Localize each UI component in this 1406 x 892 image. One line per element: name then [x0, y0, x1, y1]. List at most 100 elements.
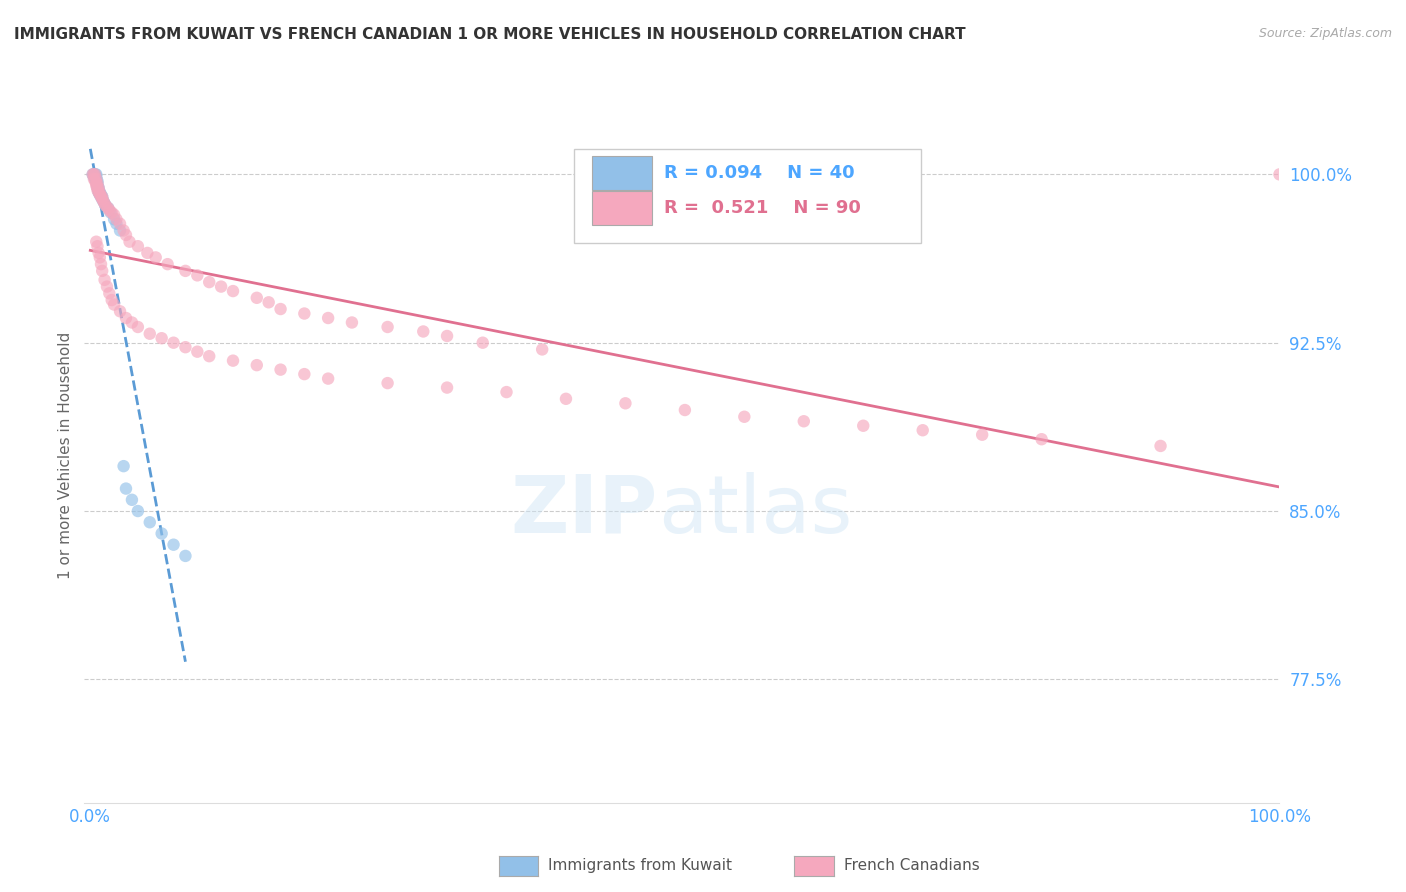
Point — [139, 326, 162, 341]
Point — [90, 190, 112, 204]
Point — [86, 181, 108, 195]
Point — [89, 187, 111, 202]
Point — [105, 217, 128, 231]
Point — [84, 167, 107, 181]
Point — [377, 320, 399, 334]
Point — [83, 167, 105, 181]
Point — [84, 178, 107, 193]
Text: R =  0.521    N = 90: R = 0.521 N = 90 — [664, 199, 860, 217]
Point — [198, 349, 221, 363]
Point — [86, 177, 108, 191]
Point — [82, 167, 104, 181]
Point — [257, 295, 280, 310]
Point — [83, 172, 105, 186]
Point — [972, 427, 994, 442]
Point — [86, 239, 108, 253]
Point — [673, 403, 696, 417]
Point — [139, 515, 162, 529]
Point — [127, 239, 149, 253]
Point — [162, 335, 184, 350]
Point — [98, 203, 121, 218]
Point — [156, 257, 179, 271]
Point — [87, 183, 110, 197]
Point — [1031, 432, 1053, 446]
Point — [162, 538, 184, 552]
Point — [84, 172, 107, 186]
Point — [90, 190, 112, 204]
Point — [1149, 439, 1171, 453]
Point — [186, 268, 208, 283]
Point — [292, 367, 315, 381]
Point — [86, 177, 108, 191]
Point — [84, 167, 107, 181]
Point — [89, 187, 111, 202]
Point — [93, 194, 115, 209]
Point — [90, 187, 112, 202]
Point — [93, 273, 115, 287]
Point — [96, 279, 118, 293]
Point — [105, 212, 128, 227]
Point — [127, 504, 149, 518]
Point — [614, 396, 637, 410]
Point — [292, 306, 315, 320]
Point — [84, 172, 107, 186]
Point — [316, 371, 339, 385]
Point — [112, 459, 135, 474]
Point — [89, 186, 111, 200]
Point — [93, 196, 115, 211]
Point — [91, 264, 114, 278]
FancyBboxPatch shape — [592, 191, 652, 225]
Point — [98, 286, 121, 301]
Point — [84, 167, 107, 181]
Point — [90, 257, 112, 271]
Point — [108, 217, 131, 231]
Point — [150, 331, 173, 345]
Y-axis label: 1 or more Vehicles in Household: 1 or more Vehicles in Household — [58, 331, 73, 579]
Point — [84, 235, 107, 249]
Point — [115, 482, 138, 496]
Text: R = 0.094    N = 40: R = 0.094 N = 40 — [664, 164, 855, 182]
Point — [87, 181, 110, 195]
Point — [83, 169, 105, 184]
Point — [103, 212, 125, 227]
Point — [87, 186, 110, 200]
Point — [103, 297, 125, 311]
Point — [91, 192, 114, 206]
Point — [436, 381, 458, 395]
Point — [121, 492, 143, 507]
Point — [91, 190, 114, 204]
Point — [436, 329, 458, 343]
Point — [91, 192, 114, 206]
Point — [145, 251, 167, 265]
FancyBboxPatch shape — [575, 149, 921, 243]
Point — [84, 174, 107, 188]
Point — [209, 279, 232, 293]
Point — [793, 414, 815, 428]
Point — [97, 201, 120, 215]
Point — [83, 167, 105, 181]
Point — [174, 264, 197, 278]
Point — [136, 246, 159, 260]
Point — [82, 167, 104, 181]
Point — [100, 205, 122, 219]
Point — [412, 325, 434, 339]
Point — [93, 196, 115, 211]
Point — [100, 205, 122, 219]
Text: Immigrants from Kuwait: Immigrants from Kuwait — [548, 858, 733, 872]
FancyBboxPatch shape — [592, 156, 652, 190]
Point — [852, 418, 875, 433]
Point — [84, 172, 107, 186]
Point — [86, 174, 108, 188]
Text: French Canadians: French Canadians — [844, 858, 980, 872]
Point — [174, 340, 197, 354]
Point — [495, 385, 517, 400]
Point — [471, 335, 494, 350]
Point — [84, 174, 107, 188]
Point — [91, 190, 114, 204]
Point — [86, 178, 108, 193]
Point — [270, 301, 292, 316]
Point — [121, 316, 143, 330]
Point — [911, 423, 934, 437]
Point — [222, 284, 245, 298]
Point — [84, 169, 107, 184]
